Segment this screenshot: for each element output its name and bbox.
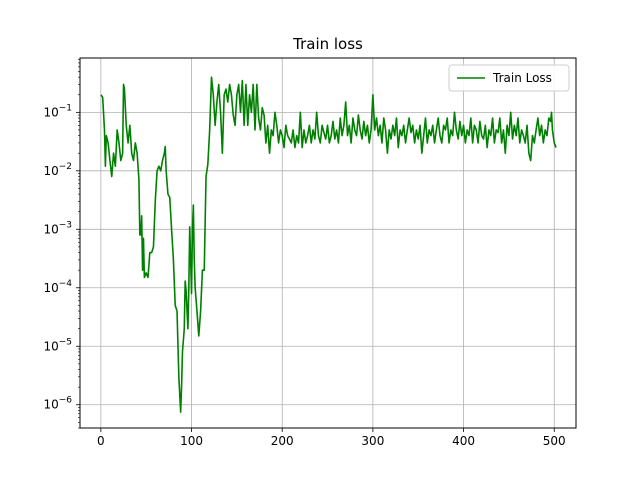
x-tick-label: 300 <box>361 434 384 448</box>
y-tick-label-base: 10 <box>43 339 58 353</box>
y-tick-label-base: 10 <box>43 164 58 178</box>
chart-title: Train loss <box>292 35 363 53</box>
y-tick-label: 10−6 <box>43 396 72 412</box>
series-layer <box>100 76 557 413</box>
x-tick-label: 400 <box>452 434 475 448</box>
plot-frame <box>79 57 577 429</box>
y-tick-label-base: 10 <box>43 398 58 412</box>
y-tick-label: 10−2 <box>43 162 72 178</box>
y-tick-label-base: 10 <box>43 281 58 295</box>
y-tick-label: 10−4 <box>43 279 72 295</box>
x-tick-label: 500 <box>543 434 566 448</box>
x-tick-label: 0 <box>97 434 105 448</box>
y-tick-label-base: 10 <box>43 105 58 119</box>
legend-box <box>448 64 570 92</box>
y-tick-label-exponent: −4 <box>59 279 73 289</box>
y-tick-label-exponent: −6 <box>59 396 73 406</box>
y-tick-label: 10−5 <box>43 337 72 353</box>
y-tick-label-exponent: −2 <box>59 162 72 172</box>
legend: Train Loss <box>448 64 570 92</box>
legend-label: Train Loss <box>492 71 552 85</box>
y-tick-label: 10−1 <box>43 103 72 119</box>
x-tick-label: 100 <box>180 434 203 448</box>
y-tick-label-base: 10 <box>43 222 58 236</box>
y-tick-label-exponent: −5 <box>59 337 72 347</box>
y-tick-label-exponent: −3 <box>59 220 72 230</box>
y-tick-label-exponent: −1 <box>59 103 72 113</box>
series-line-train-loss <box>100 76 557 413</box>
y-tick-label: 10−3 <box>43 220 72 236</box>
x-tick-label: 200 <box>271 434 294 448</box>
